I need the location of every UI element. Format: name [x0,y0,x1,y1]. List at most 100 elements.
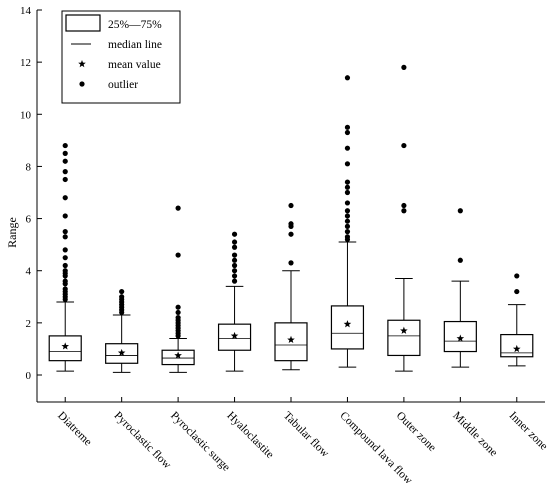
outlier-point [288,221,294,227]
iqr-box [161,349,195,366]
y-tick-label: 12 [20,57,31,69]
y-axis-title: Range [5,217,19,248]
iqr-box [387,319,421,357]
outlier-point [344,145,351,151]
outlier-point [344,200,351,206]
outlier-point [231,268,238,274]
box-compound-lava-flow [330,241,365,368]
outlier-point [62,142,68,149]
x-category-label: Hyaloclastite [224,410,275,461]
outlier-point [514,273,520,279]
outlier-point [175,309,181,316]
outlier-point [344,208,351,214]
outlier-point [231,239,238,245]
outlier-point [401,64,407,70]
outlier-point [344,223,351,229]
y-tick-label: 6 [26,214,32,226]
outlier-point [175,205,181,211]
mean-star [512,344,521,353]
outlier-point [344,179,351,185]
outlier-point [62,213,68,219]
legend-label: outlier [108,79,138,91]
outlier-point [175,315,181,321]
mean-star [287,335,295,344]
outlier-point [344,234,351,240]
outlier-point [231,273,238,279]
outlier-point [62,229,68,235]
outlier-point [344,124,351,130]
outlier-point [62,262,68,269]
outlier-point [344,218,351,224]
box-hyaloclastite [217,285,252,372]
box-middle-zone [443,280,477,368]
x-category-label: Pyroclastic surge [168,410,232,474]
outlier-point [62,150,68,156]
box-diatreme [48,301,82,372]
x-category-label: Tabular flow [281,410,332,461]
legend: 25%—75% median line mean value outlier [61,10,181,104]
outlier-point [62,195,68,201]
legend-label: 25%—75% [108,19,162,31]
outlier-point [175,252,181,258]
outlier-point [62,268,68,274]
x-category-label: Outer zone [394,410,438,454]
x-category-label: Inner zone [507,410,550,453]
box-inner-zone [500,304,534,367]
outlier-point [62,234,68,240]
mean-star [456,334,465,342]
outlier-point [119,294,125,300]
boxes-layer [48,241,534,373]
outlier-point [62,278,68,284]
outlier-point [231,244,238,250]
outlier-point [62,247,68,253]
mean-star [174,351,182,359]
outlier-point [401,208,407,214]
outlier-point [288,231,294,237]
mean-star [230,331,239,340]
outlier-point [175,304,181,310]
box-pyroclastic-flow [105,314,139,373]
legend-box-symbol [65,14,101,32]
iqr-box [274,322,308,362]
y-tick-label: 8 [26,161,32,173]
outlier-point [62,286,68,292]
outlier-point [401,142,407,149]
outlier-point [119,288,125,295]
iqr-box [48,335,82,362]
outlier-point [344,161,351,167]
box-tabular-flow [274,270,308,371]
outlier-point [288,260,294,266]
y-tick-label: 10 [20,109,32,121]
outlier-point [344,189,351,196]
x-category-label: Middle zone [450,410,499,459]
legend-dot-symbol [79,81,85,87]
outlier-point [62,176,68,183]
outlier-point [231,257,238,263]
box-pyroclastic-surge [161,338,195,373]
legend-star-symbol [78,60,86,68]
outlier-point [231,262,238,269]
outlier-point [231,278,238,284]
outlier-point [344,129,351,136]
legend-label: mean value [108,59,161,71]
y-tick-label: 2 [26,318,32,330]
mean-star [61,342,70,350]
outliers-layer [62,64,520,339]
outlier-point [62,158,68,164]
box-outer-zone [387,278,421,372]
mean-star [400,326,408,334]
mean-star [343,320,352,328]
legend-label: median line [108,39,162,51]
outlier-point [514,288,520,295]
y-tick-label: 4 [26,266,32,278]
outlier-point [62,169,68,175]
iqr-box [330,305,365,350]
mean-star [117,348,126,357]
outlier-point [344,213,351,219]
outlier-point [457,208,463,214]
x-category-label: Pyroclastic flow [112,410,174,472]
outlier-point [344,75,351,81]
outlier-point [62,255,68,261]
outlier-point [231,252,238,258]
